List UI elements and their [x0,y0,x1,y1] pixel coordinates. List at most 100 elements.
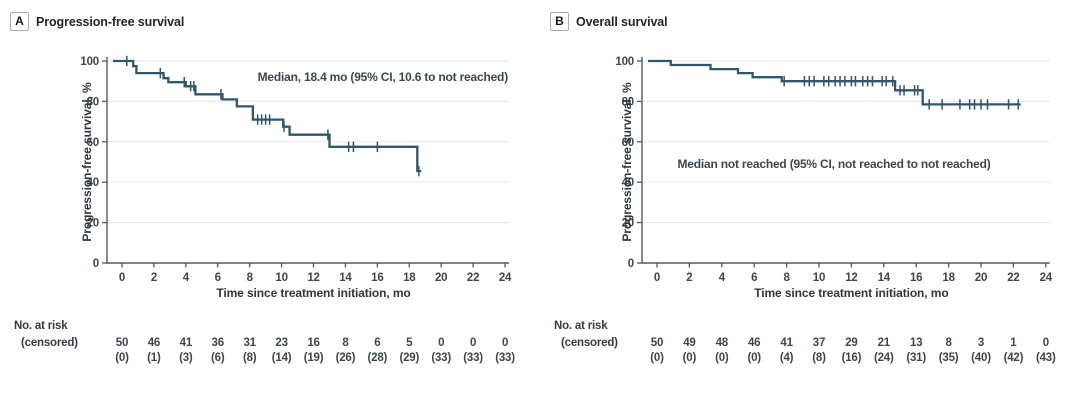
y-tick-label: 0 [628,258,634,270]
panel-letter-b: B [550,12,569,31]
panel-a-header: A Progression-free survival [10,12,184,31]
at-risk-count: 0 [470,337,476,349]
censored-count: (8) [243,352,257,364]
x-axis-title: Time since treatment initiation, mo [754,286,948,300]
x-tick-label: 10 [813,272,825,284]
censored-count: (35) [939,352,959,364]
panel-b-header: B Overall survival [550,12,668,31]
risk-table-label: No. at risk [14,320,68,332]
panel-progression-free-survival: A Progression-free survival 0 20 40 60 80 100… [10,12,515,364]
x-tick-label: 20 [975,272,987,284]
censored-count: (28) [368,352,388,364]
x-tick-label: 22 [467,272,479,284]
at-risk-count: 37 [813,337,825,349]
censored-count: (1) [147,352,161,364]
at-risk-count: 36 [212,337,224,349]
at-risk-count: 41 [780,337,793,349]
x-tick-label: 18 [403,272,416,284]
km-curve [113,59,422,173]
x-tick-label: 14 [339,272,352,284]
at-risk-count: 0 [502,337,508,349]
x-tick-label: 12 [845,272,857,284]
at-risk-count: 21 [878,337,891,349]
y-tick-label: 60 [622,137,634,149]
y-tick-label: 40 [87,177,99,189]
y-tick-label: 20 [622,218,634,230]
panel-overall-survival: B Overall survival 0 20 40 60 80 100 0 2 4 6 8 10 12… [540,0,1080,400]
at-risk-count: 48 [716,337,729,349]
at-risk-count: 0 [1043,337,1049,349]
censored-count: (0) [650,352,664,364]
y-tick-label: 80 [622,96,634,108]
y-tick-label: 60 [87,137,99,149]
at-risk-count: 46 [748,337,760,349]
at-risk-count: 50 [116,337,128,349]
censored-count: (0) [747,352,761,364]
y-tick-label: 20 [87,218,99,230]
censored-count: (40) [971,352,991,364]
risk-table-label-censored: (censored) [21,337,78,349]
censored-count: (33) [495,352,515,364]
censored-count: (19) [304,352,324,364]
at-risk-count: 3 [978,337,984,349]
censored-count: (8) [812,352,826,364]
y-tick-label: 100 [615,56,634,68]
x-tick-label: 0 [119,272,125,284]
x-tick-label: 18 [942,272,955,284]
km-curve [648,59,1021,106]
y-tick-label: 80 [87,96,99,108]
censored-count: (6) [211,352,225,364]
y-tick-label: 100 [80,56,99,68]
censored-count: (0) [715,352,729,364]
y-axis-title: Progression-free survival, % [620,82,634,242]
y-axis-title: Progression-free survival, % [80,82,94,242]
censored-count: (33) [463,352,483,364]
at-risk-count: 8 [342,337,349,349]
panel-letter-a: A [10,12,29,31]
censored-count: (3) [179,352,193,364]
x-tick-label: 4 [719,272,726,284]
at-risk-count: 46 [148,337,160,349]
panel-title-b: Overall survival [576,14,668,29]
x-tick-label: 24 [1040,272,1053,284]
censored-count: (14) [272,352,292,364]
at-risk-count: 29 [845,337,857,349]
censored-count: (16) [842,352,862,364]
x-tick-label: 4 [183,272,190,284]
x-tick-label: 6 [751,272,757,284]
censored-count: (0) [115,352,129,364]
censored-count: (33) [431,352,451,364]
censored-count: (0) [683,352,697,364]
x-tick-label: 22 [1007,272,1019,284]
at-risk-count: 8 [945,337,952,349]
x-tick-label: 16 [910,272,922,284]
x-axis-title: Time since treatment initiation, mo [216,286,410,300]
x-tick-label: 8 [247,272,254,284]
at-risk-count: 49 [683,337,695,349]
risk-table-label: No. at risk [554,320,608,332]
y-tick-label: 0 [93,258,99,270]
at-risk-count: 0 [438,337,444,349]
y-tick-label: 40 [622,177,634,189]
censored-count: (26) [336,352,356,364]
x-tick-label: 16 [371,272,383,284]
at-risk-count: 16 [307,337,319,349]
censored-count: (42) [1004,352,1024,364]
at-risk-count: 6 [374,337,380,349]
at-risk-count: 41 [180,337,193,349]
censored-count: (24) [874,352,894,364]
x-tick-label: 14 [878,272,891,284]
x-tick-label: 2 [686,272,692,284]
at-risk-count: 13 [910,337,922,349]
x-tick-label: 2 [151,272,157,284]
x-tick-label: 6 [215,272,221,284]
median-annotation: Median, 18.4 mo (95% CI, 10.6 to not rea… [258,70,509,84]
x-tick-label: 20 [435,272,447,284]
at-risk-count: 31 [243,337,256,349]
censored-count: (31) [906,352,926,364]
censored-count: (4) [780,352,794,364]
x-tick-label: 24 [499,272,512,284]
at-risk-count: 5 [406,337,413,349]
